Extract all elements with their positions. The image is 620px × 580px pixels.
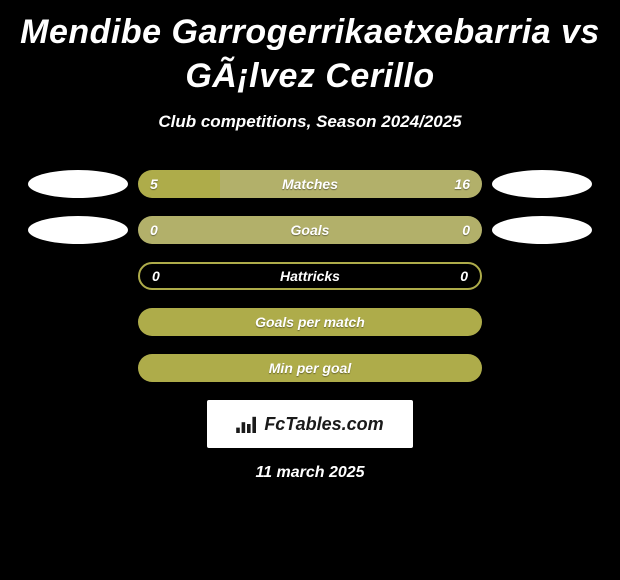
stat-label: Matches xyxy=(138,170,482,198)
left-pill xyxy=(28,170,128,198)
right-pill xyxy=(492,216,592,244)
page-title: Mendibe Garrogerrikaetxebarria vs GÃ¡lve… xyxy=(0,0,620,98)
stat-label: Min per goal xyxy=(138,354,482,382)
logo-box: FcTables.com xyxy=(207,400,413,448)
stat-label: Goals xyxy=(138,216,482,244)
stat-label: Hattricks xyxy=(140,264,480,288)
comparison-row: 516Matches xyxy=(0,170,620,198)
comparison-row: Min per goal xyxy=(0,354,620,382)
stat-bar: Goals per match xyxy=(138,308,482,336)
comparison-row: 00Goals xyxy=(0,216,620,244)
bar-chart-icon xyxy=(236,415,258,433)
left-pill xyxy=(28,216,128,244)
right-pill xyxy=(492,170,592,198)
stat-bar: Min per goal xyxy=(138,354,482,382)
stat-bar: 516Matches xyxy=(138,170,482,198)
stat-label: Goals per match xyxy=(138,308,482,336)
subtitle: Club competitions, Season 2024/2025 xyxy=(0,112,620,132)
stat-bar: 00Hattricks xyxy=(138,262,482,290)
comparison-row: 00Hattricks xyxy=(0,262,620,290)
comparison-row: Goals per match xyxy=(0,308,620,336)
comparison-rows: 516Matches 00Goals 00Hattricks Goals per ma… xyxy=(0,170,620,382)
logo-text: FcTables.com xyxy=(264,414,383,435)
date-label: 11 march 2025 xyxy=(0,464,620,482)
stat-bar: 00Goals xyxy=(138,216,482,244)
